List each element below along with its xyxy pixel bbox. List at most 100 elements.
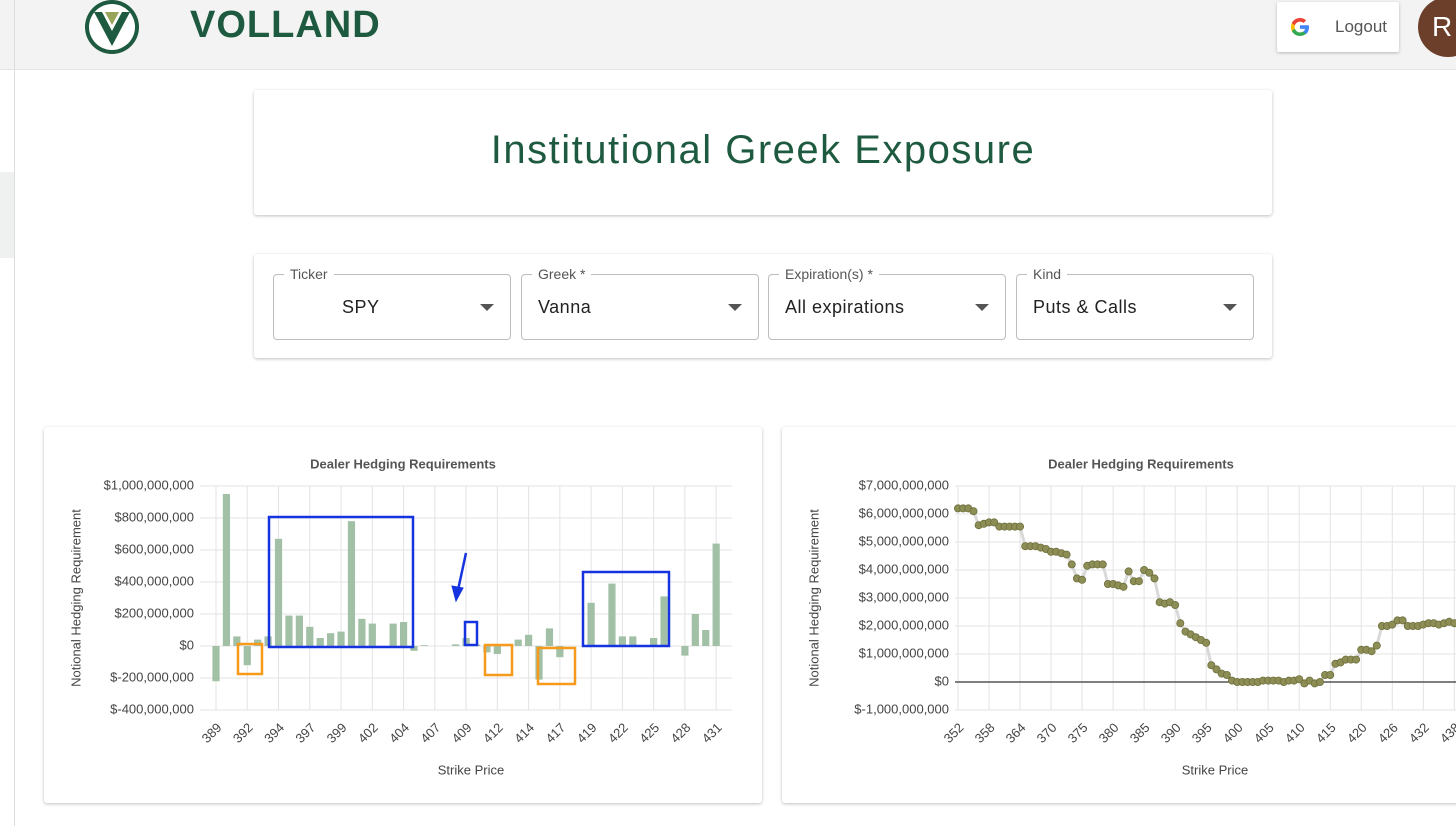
x-axis-label: Strike Price	[1182, 762, 1248, 777]
y-tick-label: $-400,000,000	[110, 701, 194, 716]
bar	[327, 633, 335, 646]
bar	[452, 644, 460, 646]
bar	[233, 636, 241, 646]
brand: VOLLAND	[190, 4, 381, 46]
point	[1398, 616, 1407, 625]
point	[990, 518, 999, 527]
field-value: All expirations	[785, 297, 905, 317]
field-label: Kind	[1027, 266, 1068, 282]
x-tick-label: 417	[542, 720, 568, 746]
y-tick-label: $4,000,000,000	[859, 561, 949, 576]
y-tick-label: $7,000,000,000	[859, 477, 949, 492]
select-field[interactable]: Ticker SPY	[273, 266, 511, 340]
x-tick-label: 438	[1437, 720, 1456, 746]
point	[1078, 575, 1087, 584]
y-tick-label: $-1,000,000,000	[854, 701, 949, 716]
point	[1062, 550, 1071, 559]
x-tick-label: 426	[1375, 720, 1401, 746]
x-tick-label: 431	[699, 720, 725, 746]
x-tick-label: 425	[636, 720, 662, 746]
select-field[interactable]: Kind Puts & Calls	[1016, 266, 1254, 340]
bar	[618, 636, 626, 646]
x-tick-label: 402	[355, 720, 381, 746]
x-tick-label: 400	[1220, 720, 1246, 746]
field-label: Expiration(s) *	[779, 266, 879, 282]
x-tick-label: 392	[230, 720, 256, 746]
y-tick-label: $-200,000,000	[110, 669, 194, 684]
bar	[399, 622, 408, 646]
chart-card	[44, 427, 762, 803]
select-field[interactable]: Greek * Vanna	[521, 266, 759, 340]
bar	[358, 618, 366, 646]
point	[1367, 647, 1376, 656]
annotation-box	[536, 646, 577, 686]
google-icon	[1291, 18, 1309, 36]
title-card: Institutional Greek Exposure	[254, 90, 1272, 215]
bar	[681, 646, 689, 656]
x-tick-label: 399	[324, 720, 350, 746]
point	[1124, 567, 1133, 576]
point	[1150, 574, 1159, 583]
bar	[420, 645, 428, 646]
bar	[368, 623, 376, 646]
annotation-box	[483, 643, 514, 677]
annotation-box	[267, 515, 415, 649]
y-tick-label: $2,000,000,000	[859, 617, 949, 632]
x-tick-label: 364	[1003, 720, 1029, 746]
x-tick-label: 404	[386, 720, 412, 746]
point	[1372, 641, 1381, 650]
chart-title: Dealer Hedging Requirements	[310, 456, 496, 471]
point	[1067, 560, 1076, 569]
bar	[295, 615, 303, 646]
x-tick-label: 395	[1189, 720, 1215, 746]
x-tick-label: 397	[292, 720, 318, 746]
sidebar-item	[0, 172, 14, 258]
header	[0, 0, 1456, 70]
y-tick-label: $3,000,000,000	[859, 589, 949, 604]
x-tick-label: 428	[667, 720, 693, 746]
x-tick-label: 407	[417, 720, 443, 746]
bar	[493, 646, 501, 654]
bar	[514, 639, 522, 646]
field-value: Vanna	[538, 297, 592, 317]
bar	[389, 623, 397, 646]
x-tick-label: 412	[480, 720, 506, 746]
bar	[483, 646, 491, 653]
point	[1222, 671, 1231, 680]
bar	[212, 646, 220, 682]
x-tick-label: 380	[1096, 720, 1122, 746]
x-tick-label: 422	[605, 720, 631, 746]
x-tick-label: 394	[261, 720, 287, 746]
bar	[608, 583, 616, 646]
point	[1315, 678, 1324, 687]
bar	[629, 636, 637, 646]
annotation-box	[581, 570, 671, 648]
bar	[347, 521, 356, 646]
logo	[85, 0, 139, 54]
x-tick-label: 432	[1406, 720, 1432, 746]
x-tick-label: 415	[1313, 720, 1339, 746]
page-title: Institutional Greek Exposure	[490, 128, 1036, 172]
bar	[306, 626, 314, 646]
chart-title: Dealer Hedging Requirements	[1048, 456, 1234, 471]
y-axis-label: Notional Hedging Requirement	[68, 509, 83, 687]
y-tick-label: $1,000,000,000	[104, 477, 194, 492]
chart-card	[782, 427, 1456, 803]
dropdown-arrow	[1223, 304, 1237, 311]
y-tick-label: $6,000,000,000	[859, 505, 949, 520]
point	[1352, 655, 1361, 664]
dropdown-arrow	[728, 304, 742, 311]
point	[1134, 577, 1143, 586]
bar	[222, 494, 231, 646]
point	[1295, 675, 1304, 684]
point	[1326, 671, 1335, 680]
field-value: Puts & Calls	[1033, 297, 1138, 317]
sidebar-edge	[14, 0, 15, 826]
select-field[interactable]: Expiration(s) * All expirations	[768, 266, 1006, 340]
y-tick-label: $0	[935, 673, 949, 688]
x-tick-label: 420	[1344, 720, 1370, 746]
logout-button[interactable]: Logout	[1277, 2, 1399, 52]
x-tick-label: 370	[1034, 720, 1060, 746]
x-axis-label: Strike Price	[438, 762, 504, 777]
